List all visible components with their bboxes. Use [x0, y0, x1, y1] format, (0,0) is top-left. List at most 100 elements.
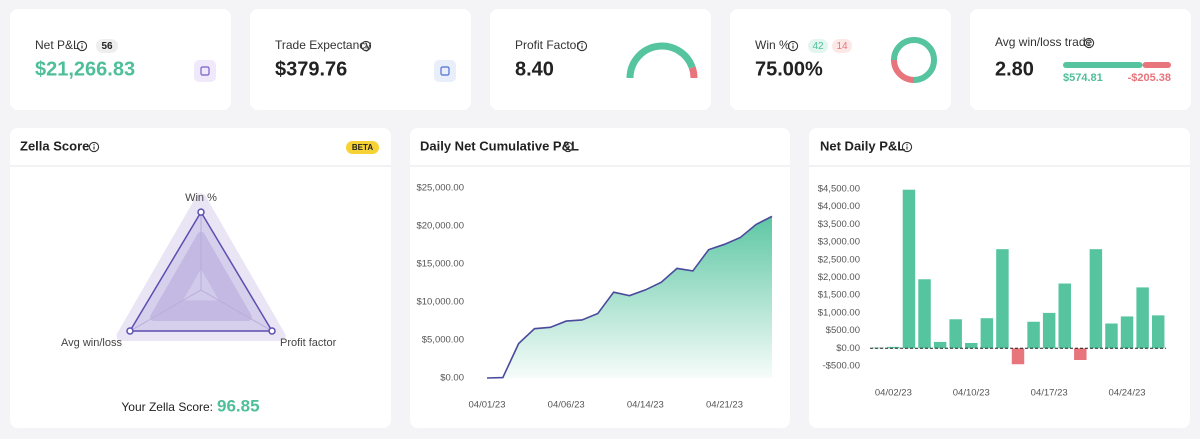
icon-button [434, 60, 456, 82]
x-tick-label: 04/17/23 [1031, 388, 1068, 399]
bar [1120, 316, 1134, 349]
bar [1058, 283, 1071, 349]
info-icon [576, 40, 588, 52]
info-icon-dot [81, 43, 83, 45]
y-tick-label: -$500.00 [822, 361, 860, 372]
gauge-profit [626, 42, 696, 79]
y-tick-label: $0.00 [440, 373, 464, 384]
x-tick-label: 04/06/23 [548, 400, 585, 411]
y-tick-label: $5,000.00 [422, 335, 464, 346]
info-icon-dot [93, 144, 95, 146]
icon-glyph [200, 66, 210, 76]
info-icon [1083, 37, 1095, 49]
bar [887, 346, 900, 349]
y-tick-label: $15,000.00 [416, 259, 464, 270]
x-tick-label: 04/24/23 [1109, 388, 1146, 399]
x-tick-label: 04/14/23 [627, 400, 664, 411]
score-label: Your Zella Score: [121, 400, 213, 414]
y-tick-label: $1,000.00 [818, 307, 860, 318]
y-tick-label: $1,500.00 [818, 290, 860, 301]
bar [1027, 321, 1040, 349]
y-tick-label: $4,500.00 [818, 184, 860, 195]
info-icon-dot [906, 144, 908, 146]
x-tick-label: 04/02/23 [875, 388, 912, 399]
stat-value: 2.80 [995, 58, 1034, 80]
info-icon [88, 141, 100, 153]
bar [980, 318, 994, 349]
x-tick-label: 04/01/23 [469, 400, 506, 411]
icon-glyph [440, 66, 450, 76]
x-tick-label: 04/10/23 [953, 388, 990, 399]
stat-value: 8.40 [515, 58, 554, 80]
wins-badge [808, 39, 828, 53]
radar-axis-label: Profit factor [280, 337, 337, 349]
y-tick-label: $25,000.00 [416, 183, 464, 194]
info-icon-dot [1088, 40, 1090, 42]
stat-value: 75.00% [755, 58, 823, 80]
avg-win-label: $574.81 [1063, 72, 1103, 84]
radar-point [268, 327, 276, 335]
panel-title: Net Daily P&L [820, 138, 905, 153]
y-tick-label: $0.00 [836, 343, 860, 354]
info-icon [787, 40, 799, 52]
info-icon-dot [567, 144, 569, 146]
radar-point [126, 327, 134, 335]
wins-badge-text: 42 [812, 41, 824, 52]
bar [933, 341, 947, 349]
icon-button [194, 60, 216, 82]
bar [902, 189, 916, 349]
bar [1151, 315, 1165, 349]
avg-win-bar [1063, 62, 1143, 68]
radar-spoke [129, 289, 202, 332]
beta-badge [346, 141, 379, 154]
gauge-loss [688, 66, 698, 79]
bar [949, 319, 962, 349]
stat-label: Profit Factor [515, 38, 580, 52]
panel-title: Daily Net Cumulative P&L [420, 138, 579, 153]
avg-loss-label: -$205.38 [1128, 72, 1171, 84]
stat-label: Net P&L [35, 38, 80, 52]
y-tick-label: $2,000.00 [818, 272, 860, 283]
radar-point [197, 208, 205, 216]
x-tick-label: 04/21/23 [706, 400, 743, 411]
radar-axis-label: Win % [185, 192, 217, 204]
info-icon-dot [792, 43, 794, 45]
info-icon [901, 141, 913, 153]
area [487, 216, 772, 378]
info-icon [360, 40, 372, 52]
bar [996, 249, 1009, 349]
y-tick-label: $500.00 [826, 325, 860, 336]
panel-title: Zella Score [20, 138, 89, 153]
bar [1042, 312, 1056, 349]
stat-card [970, 9, 1191, 110]
count-badge-text: 56 [101, 41, 113, 52]
stat-label: Win % [755, 38, 790, 52]
radar-spoke [200, 289, 273, 332]
stat-card [730, 9, 951, 110]
radar-axis-label: Avg win/loss [61, 337, 122, 349]
score-value: 96.85 [217, 396, 260, 415]
stat-label: Trade Expectancy [275, 38, 371, 52]
info-icon-dot [365, 43, 367, 45]
stat-label: Avg win/loss trade [995, 35, 1092, 49]
stat-card [490, 9, 711, 110]
y-tick-label: $20,000.00 [416, 221, 464, 232]
y-tick-label: $3,000.00 [818, 237, 860, 248]
y-tick-label: $10,000.00 [416, 297, 464, 308]
losses-badge [832, 39, 852, 53]
y-tick-label: $2,500.00 [818, 254, 860, 265]
y-tick-label: $3,500.00 [818, 219, 860, 230]
radar-area [128, 210, 274, 332]
avg-loss-bar [1142, 62, 1171, 68]
bar [965, 342, 978, 349]
bar [918, 279, 931, 349]
info-icon [76, 40, 88, 52]
donut-losses [891, 59, 915, 83]
bar [1074, 348, 1087, 360]
info-icon [562, 141, 574, 153]
y-tick-label: $4,000.00 [818, 201, 860, 212]
stat-card [10, 9, 231, 110]
stat-value: $21,266.83 [35, 58, 135, 80]
bar [1136, 287, 1149, 349]
donut-wins [891, 37, 937, 83]
